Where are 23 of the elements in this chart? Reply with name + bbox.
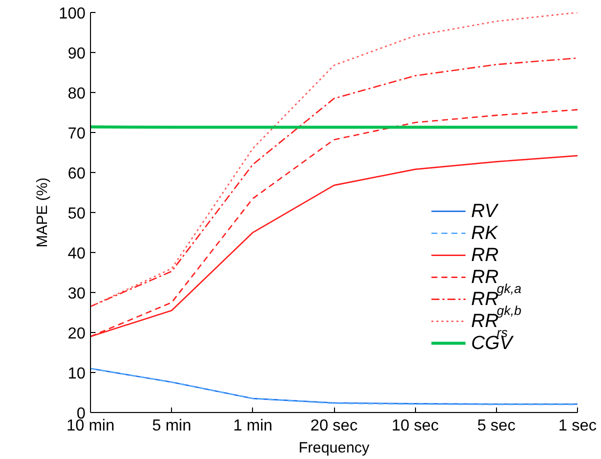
- line-series: [90, 12, 578, 308]
- y-tick-label: 80: [68, 86, 86, 102]
- x-tick-label: 1 min: [233, 418, 272, 434]
- x-axis-title: Frequency: [298, 440, 370, 456]
- y-tick-label: 90: [68, 46, 86, 62]
- x-tick-label: 5 min: [152, 418, 192, 434]
- y-axis-title: MAPE (%): [34, 177, 51, 248]
- line-series: [90, 57, 578, 308]
- y-tick-label: 30: [68, 286, 86, 302]
- legend-label: RK: [471, 222, 499, 244]
- x-tick-label: 5 sec: [477, 418, 516, 434]
- y-tick-label: 40: [68, 246, 86, 262]
- y-tick-label: 10: [68, 366, 86, 382]
- x-tick-label: 20 sec: [310, 418, 358, 434]
- legend-label: RV: [471, 200, 500, 222]
- y-tick-label: 20: [68, 326, 86, 342]
- y-tick-label: 70: [68, 126, 86, 142]
- y-tick-label: 50: [68, 206, 86, 222]
- y-tick-label: 100: [58, 6, 86, 22]
- x-tick-label: 1 sec: [558, 418, 597, 434]
- legend-label: RR: [471, 244, 499, 266]
- y-tick-label: 60: [68, 166, 86, 182]
- x-tick-label: 10 sec: [392, 418, 439, 434]
